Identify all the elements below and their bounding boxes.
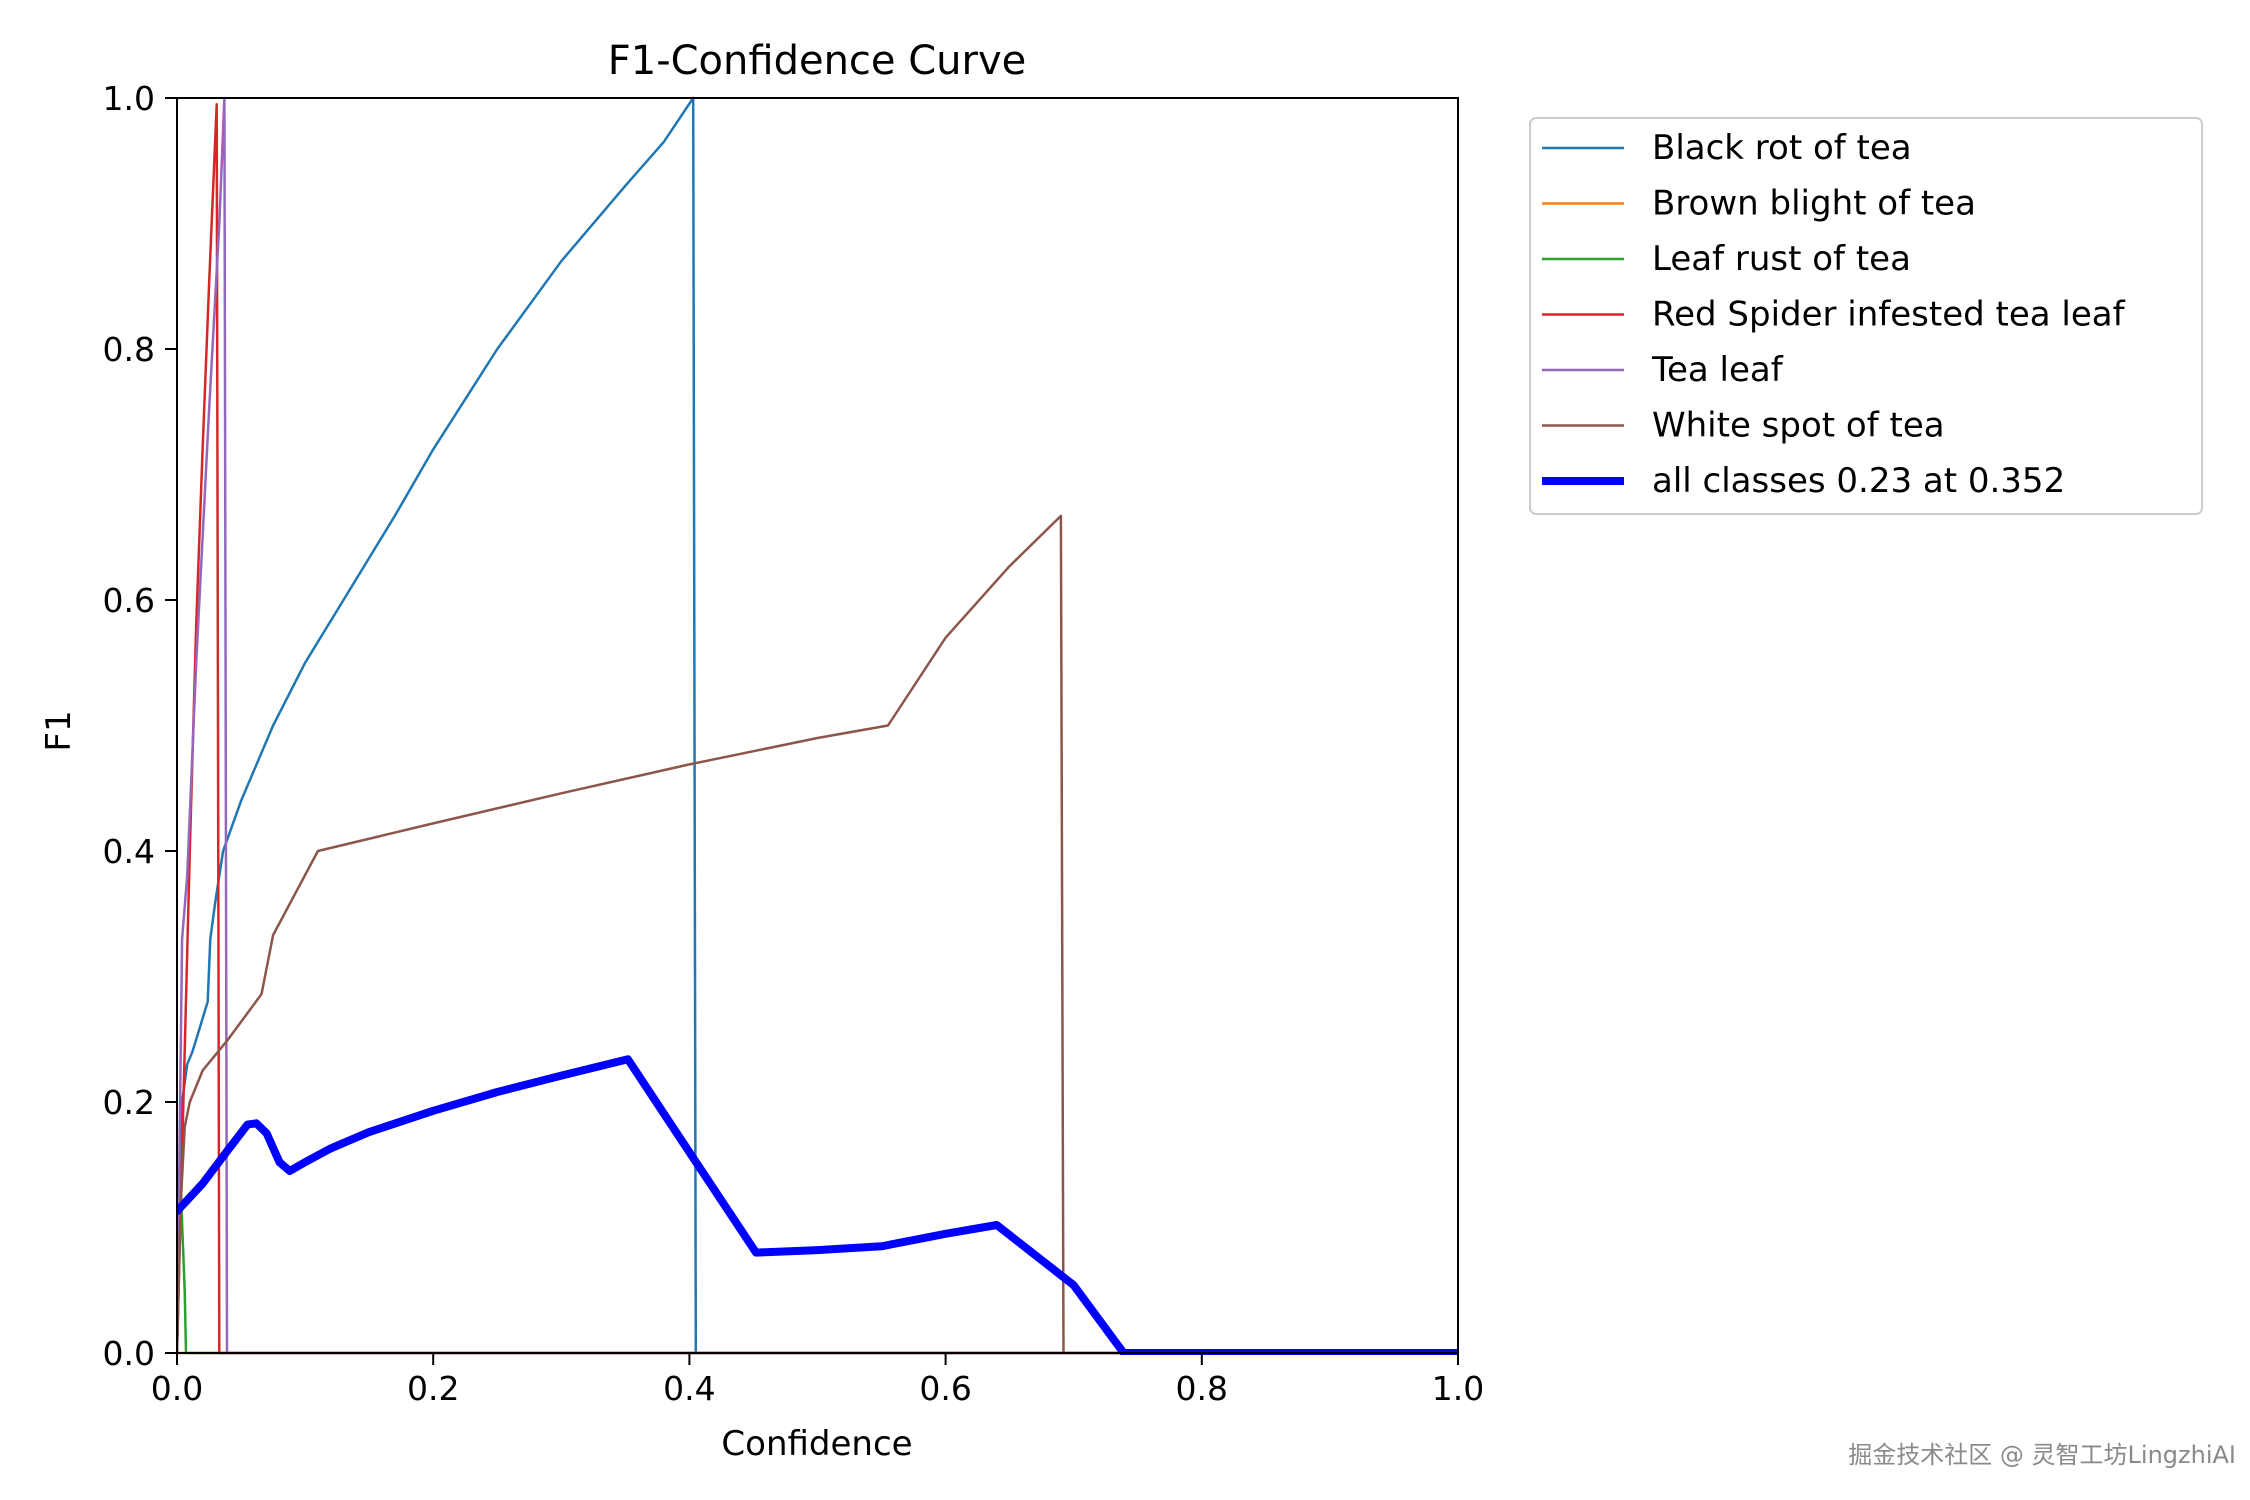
chart-title: F1-Confidence Curve (608, 38, 1027, 84)
y-axis-label: F1 (39, 710, 79, 751)
legend-label: all classes 0.23 at 0.352 (1652, 461, 2065, 501)
series-line-black-rot-of-tea (177, 96, 1458, 1355)
x-tick-label: 0.0 (151, 1369, 203, 1408)
y-tick-label: 0.2 (103, 1083, 155, 1122)
plot-frame (176, 97, 1459, 1354)
x-tick-label: 0.8 (1176, 1369, 1228, 1408)
x-tick-label: 1.0 (1432, 1369, 1484, 1408)
legend-label: Leaf rust of tea (1652, 239, 1911, 279)
x-tick-label: 0.6 (919, 1369, 971, 1408)
x-tick-label: 0.4 (663, 1369, 715, 1408)
series-line-tea-leaf (177, 96, 1458, 1355)
series-line-red-spider-infested-tea-leaf (177, 103, 1458, 1355)
legend-label: White spot of tea (1652, 406, 1945, 446)
series-layer (177, 96, 1458, 1355)
y-tick-label: 0.4 (103, 832, 155, 871)
series-line-all-classes-0-23-at-0-352 (177, 1055, 1458, 1355)
series-line-white-spot-of-tea (177, 514, 1458, 1355)
y-tick-label: 1.0 (103, 79, 155, 118)
series-line-leaf-rust-of-tea (177, 1188, 1458, 1355)
legend: Black rot of tea Brown blight of tea Leaf … (1529, 117, 2203, 515)
watermark-text: 掘金技术社区 @ 灵智工坊LingzhiAI (1848, 1441, 2236, 1469)
legend-label: Red Spider infested tea leaf (1652, 295, 2126, 335)
legend-label: Brown blight of tea (1652, 184, 1976, 224)
y-tick-label: 0.0 (103, 1334, 155, 1373)
y-axis-ticks: 0.0 0.2 0.4 0.6 0.8 1.0 (103, 79, 177, 1373)
legend-label: Black rot of tea (1652, 128, 1912, 168)
x-axis-ticks: 0.0 0.2 0.4 0.6 0.8 1.0 (151, 1353, 1484, 1408)
y-tick-label: 0.6 (103, 581, 155, 620)
x-axis-label: Confidence (721, 1424, 912, 1464)
legend-label: Tea leaf (1651, 350, 1784, 390)
legend-box (1529, 117, 2203, 515)
y-tick-label: 0.8 (103, 330, 155, 369)
x-tick-label: 0.2 (407, 1369, 459, 1408)
